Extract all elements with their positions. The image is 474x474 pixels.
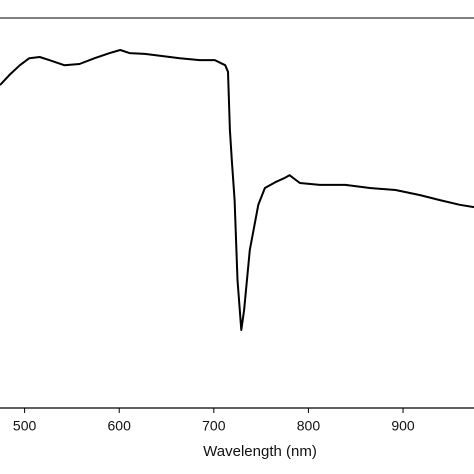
x-tick-label: 700	[202, 418, 226, 434]
line	[0, 49, 474, 331]
x-axis-label: Wavelength (nm)	[203, 443, 317, 460]
x-tick-label: 800	[297, 418, 321, 434]
x-tick-label: 600	[108, 418, 132, 434]
x-tick-label: 900	[391, 418, 415, 434]
x-tick-label: 500	[13, 418, 37, 434]
